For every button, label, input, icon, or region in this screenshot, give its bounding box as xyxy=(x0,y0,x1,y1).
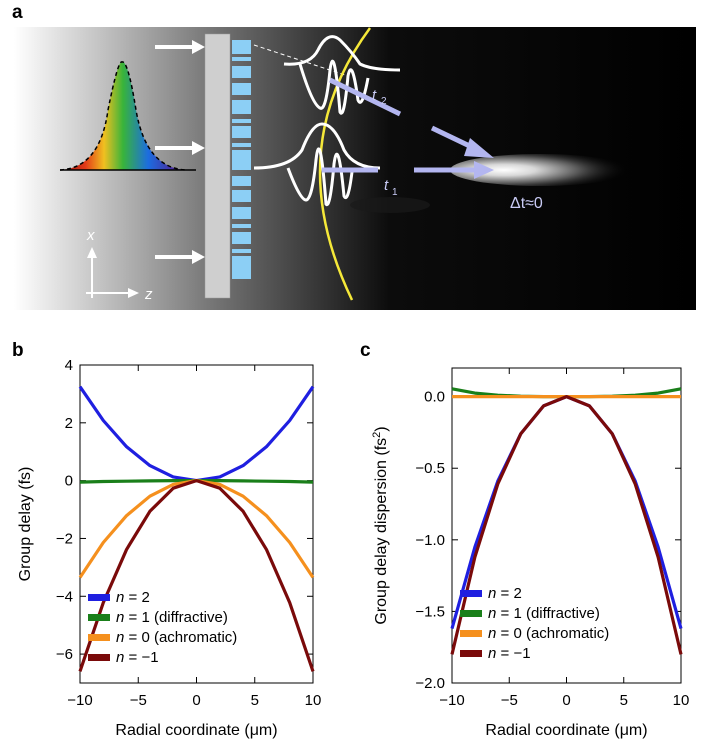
pillar xyxy=(232,143,251,147)
y-tick-label: −1.0 xyxy=(415,532,445,549)
pillar xyxy=(232,265,251,279)
x-axis-label: Radial coordinate (μm) xyxy=(485,722,647,739)
coordinate-axes: x z xyxy=(86,227,153,303)
pillar xyxy=(232,176,251,186)
x-tick-label: 5 xyxy=(620,692,628,709)
x-axis-label: Radial coordinate (μm) xyxy=(115,722,277,739)
x-tick-label: 0 xyxy=(562,692,570,709)
label-t2-sub: 2 xyxy=(381,96,387,107)
pillar xyxy=(232,249,251,253)
y-tick-label: −6 xyxy=(56,646,73,663)
pillar xyxy=(232,232,251,244)
label-delta-t: Δt≈0 xyxy=(510,195,543,212)
legend-swatch xyxy=(460,610,482,617)
panel-label-c: c xyxy=(360,340,371,361)
x-tick-label: −5 xyxy=(130,692,147,709)
spectrum-gaussian xyxy=(60,61,186,170)
series-line xyxy=(78,479,315,672)
legend-swatch xyxy=(88,634,110,641)
legend-swatch xyxy=(460,630,482,637)
label-t1-sub: 1 xyxy=(392,187,398,198)
y-tick-label: −1.5 xyxy=(415,603,445,620)
label-t2: t xyxy=(372,87,377,104)
axis-z-label: z xyxy=(144,286,153,303)
x-tick-label: 0 xyxy=(192,692,200,709)
axis-x-label: x xyxy=(86,227,95,244)
legend-label: n = −1 xyxy=(488,645,531,662)
series-line xyxy=(78,479,315,579)
pillar xyxy=(232,66,251,78)
schematic: x z t 2 t xyxy=(14,27,696,310)
y-tick-label: 0 xyxy=(65,473,73,490)
pillar xyxy=(232,119,251,123)
arrow-head-icon xyxy=(474,161,494,179)
legend-label: n = 1 (diffractive) xyxy=(116,609,228,626)
series-line xyxy=(78,385,315,483)
x-tick-label: −10 xyxy=(439,692,464,709)
chart-group-delay-dispersion: −10 −5 0 5 10 0.0 −0.5 −1.0 −1.5 −2.0 Radial coord… xyxy=(371,367,690,739)
x-tick-label: 10 xyxy=(673,692,690,709)
pillar xyxy=(232,83,251,95)
substrate xyxy=(204,33,231,299)
panel-label-b: b xyxy=(12,340,24,361)
legend-label: n = 2 xyxy=(116,589,150,606)
pillar xyxy=(232,57,251,61)
legend-swatch xyxy=(460,590,482,597)
y-tick-label: 2 xyxy=(65,415,73,432)
y-tick-label: −4 xyxy=(56,588,73,605)
arrow-head-icon xyxy=(192,141,205,155)
y-tick-label: −2.0 xyxy=(415,675,445,692)
pillar xyxy=(232,100,251,114)
series-line xyxy=(450,395,683,630)
series-line xyxy=(450,395,683,655)
y-tick-label: 4 xyxy=(65,357,73,374)
y-tick-label: −2 xyxy=(56,530,73,547)
arrow-head-icon xyxy=(464,138,494,158)
legend-label: n = 0 (achromatic) xyxy=(488,625,609,642)
x-tick-label: −5 xyxy=(501,692,518,709)
legend-label: n = 2 xyxy=(488,585,522,602)
focal-sidelobe xyxy=(350,197,430,213)
pillar xyxy=(232,150,251,162)
y-tick-label: 0.0 xyxy=(424,389,445,406)
pillar xyxy=(232,162,251,170)
y-axis-label: Group delay (fs) xyxy=(17,467,34,582)
panel-label-a: a xyxy=(12,2,23,23)
label-t1: t xyxy=(384,177,389,194)
chart-group-delay: −10 −5 0 5 10 4 2 0 −2 −4 −6 Radial coordinate (μm)… xyxy=(17,357,321,739)
spectrum-outline xyxy=(59,61,187,171)
pillar xyxy=(232,256,251,266)
legend-label: n = 0 (achromatic) xyxy=(116,629,237,646)
delay-arrows xyxy=(322,77,494,179)
pillar xyxy=(232,224,251,228)
x-tick-label: 10 xyxy=(305,692,322,709)
x-tick-label: −10 xyxy=(67,692,92,709)
wave-packet-bottom xyxy=(253,122,381,207)
arrow-up-icon xyxy=(87,247,97,258)
arrow-right-icon xyxy=(128,288,139,298)
legend-label: n = 1 (diffractive) xyxy=(488,605,600,622)
legend-swatch xyxy=(88,594,110,601)
pillar xyxy=(232,207,251,219)
legend-swatch xyxy=(88,654,110,661)
y-axis-label: Group delay dispersion (fs2) xyxy=(371,426,390,624)
legend-label: n = −1 xyxy=(116,649,159,666)
pillar xyxy=(232,190,251,202)
incident-arrows xyxy=(155,40,205,264)
arrow-head-icon xyxy=(192,250,205,264)
pillar xyxy=(232,40,251,54)
metasurface-pillars xyxy=(232,40,251,279)
x-tick-label: 5 xyxy=(251,692,259,709)
pillar xyxy=(232,126,251,138)
arrow-head-icon xyxy=(192,40,205,54)
y-tick-label: −0.5 xyxy=(415,460,445,477)
legend-swatch xyxy=(460,650,482,657)
legend-swatch xyxy=(88,614,110,621)
focal-spot xyxy=(450,154,630,186)
wave-packet-top xyxy=(283,35,401,115)
